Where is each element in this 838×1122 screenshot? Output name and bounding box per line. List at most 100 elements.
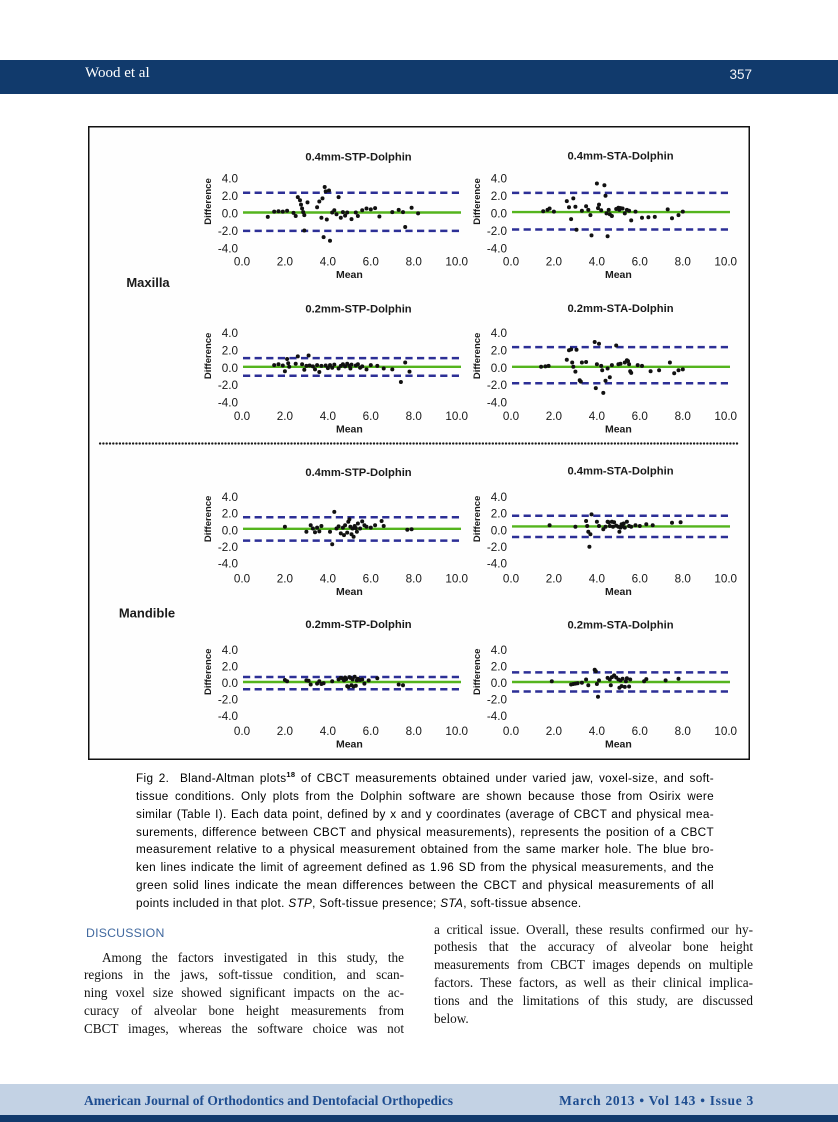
svg-text:-4.0: -4.0 xyxy=(218,558,239,571)
svg-text:-4.0: -4.0 xyxy=(487,243,508,256)
svg-text:Mean: Mean xyxy=(336,739,363,751)
svg-text:-2.0: -2.0 xyxy=(218,541,239,554)
svg-text:0.0: 0.0 xyxy=(234,725,251,738)
svg-text:Maxilla: Maxilla xyxy=(126,275,170,290)
svg-text:8.0: 8.0 xyxy=(675,725,692,738)
svg-text:-4.0: -4.0 xyxy=(487,397,508,410)
svg-text:4.0: 4.0 xyxy=(222,491,239,504)
svg-text:Difference: Difference xyxy=(203,333,214,379)
svg-text:10.0: 10.0 xyxy=(714,725,737,738)
svg-text:2.0: 2.0 xyxy=(546,410,563,423)
svg-text:0.0: 0.0 xyxy=(234,256,251,269)
svg-text:4.0: 4.0 xyxy=(491,327,508,340)
svg-text:Mean: Mean xyxy=(336,586,363,598)
svg-text:2.0: 2.0 xyxy=(277,573,294,586)
svg-text:0.0: 0.0 xyxy=(222,362,239,375)
svg-text:2.0: 2.0 xyxy=(222,344,239,357)
svg-text:0.2mm-STA-Dolphin: 0.2mm-STA-Dolphin xyxy=(567,620,673,632)
svg-text:-2.0: -2.0 xyxy=(487,225,508,238)
svg-text:6.0: 6.0 xyxy=(632,410,649,423)
svg-text:2.0: 2.0 xyxy=(546,256,563,269)
svg-text:8.0: 8.0 xyxy=(406,410,423,423)
svg-text:0.0: 0.0 xyxy=(491,208,508,221)
svg-text:Difference: Difference xyxy=(472,333,483,379)
svg-text:10.0: 10.0 xyxy=(445,256,468,269)
svg-text:0.0: 0.0 xyxy=(503,410,520,423)
svg-text:4.0: 4.0 xyxy=(491,644,508,657)
svg-text:0.4mm-STA-Dolphin: 0.4mm-STA-Dolphin xyxy=(567,151,673,163)
svg-text:4.0: 4.0 xyxy=(589,573,606,586)
svg-text:0.4mm-STP-Dolphin: 0.4mm-STP-Dolphin xyxy=(305,152,411,164)
svg-text:0.0: 0.0 xyxy=(503,256,520,269)
svg-text:Difference: Difference xyxy=(203,649,214,695)
svg-text:0.0: 0.0 xyxy=(234,410,251,423)
svg-text:10.0: 10.0 xyxy=(714,256,737,269)
svg-text:2.0: 2.0 xyxy=(277,725,294,738)
svg-text:4.0: 4.0 xyxy=(320,573,337,586)
svg-text:Difference: Difference xyxy=(203,496,214,542)
svg-text:8.0: 8.0 xyxy=(406,256,423,269)
svg-text:Mean: Mean xyxy=(605,269,632,281)
svg-text:8.0: 8.0 xyxy=(406,573,423,586)
svg-text:4.0: 4.0 xyxy=(589,725,606,738)
svg-text:6.0: 6.0 xyxy=(363,573,380,586)
svg-text:10.0: 10.0 xyxy=(445,573,468,586)
svg-text:0.0: 0.0 xyxy=(222,208,239,221)
svg-text:8.0: 8.0 xyxy=(675,256,692,269)
svg-text:0.4mm-STA-Dolphin: 0.4mm-STA-Dolphin xyxy=(567,466,673,478)
svg-text:0.4mm-STP-Dolphin: 0.4mm-STP-Dolphin xyxy=(305,467,411,479)
svg-text:0.2mm-STA-Dolphin: 0.2mm-STA-Dolphin xyxy=(567,303,673,315)
svg-text:-2.0: -2.0 xyxy=(487,693,508,706)
svg-text:8.0: 8.0 xyxy=(406,725,423,738)
svg-text:2.0: 2.0 xyxy=(222,661,239,674)
svg-text:-2.0: -2.0 xyxy=(218,693,239,706)
svg-text:-2.0: -2.0 xyxy=(487,379,508,392)
svg-text:Difference: Difference xyxy=(472,178,483,224)
svg-text:2.0: 2.0 xyxy=(491,661,508,674)
svg-text:8.0: 8.0 xyxy=(675,410,692,423)
svg-text:6.0: 6.0 xyxy=(632,573,649,586)
svg-text:0.0: 0.0 xyxy=(491,677,508,690)
svg-text:4.0: 4.0 xyxy=(320,256,337,269)
svg-text:-4.0: -4.0 xyxy=(487,710,508,723)
svg-text:0.2mm-STP-Dolphin: 0.2mm-STP-Dolphin xyxy=(305,619,411,631)
svg-text:Difference: Difference xyxy=(472,496,483,542)
svg-text:10.0: 10.0 xyxy=(714,573,737,586)
svg-text:-4.0: -4.0 xyxy=(218,710,239,723)
svg-text:Mean: Mean xyxy=(605,586,632,598)
svg-text:4.0: 4.0 xyxy=(491,491,508,504)
svg-text:4.0: 4.0 xyxy=(222,172,239,185)
svg-text:Mean: Mean xyxy=(336,269,363,281)
svg-text:2.0: 2.0 xyxy=(546,725,563,738)
svg-text:0.0: 0.0 xyxy=(491,524,508,537)
svg-text:-2.0: -2.0 xyxy=(487,541,508,554)
svg-text:0.2mm-STP-Dolphin: 0.2mm-STP-Dolphin xyxy=(305,303,411,315)
svg-text:Difference: Difference xyxy=(203,178,214,224)
svg-text:-4.0: -4.0 xyxy=(487,558,508,571)
svg-text:2.0: 2.0 xyxy=(277,410,294,423)
svg-text:0.0: 0.0 xyxy=(234,573,251,586)
svg-text:4.0: 4.0 xyxy=(222,644,239,657)
svg-text:2.0: 2.0 xyxy=(491,344,508,357)
svg-text:0.0: 0.0 xyxy=(222,677,239,690)
svg-text:6.0: 6.0 xyxy=(632,256,649,269)
svg-text:Difference: Difference xyxy=(472,649,483,695)
svg-text:4.0: 4.0 xyxy=(320,410,337,423)
svg-text:2.0: 2.0 xyxy=(222,508,239,521)
svg-text:4.0: 4.0 xyxy=(491,172,508,185)
svg-text:0.0: 0.0 xyxy=(491,362,508,375)
svg-text:Mean: Mean xyxy=(336,424,363,436)
svg-text:6.0: 6.0 xyxy=(363,256,380,269)
svg-text:8.0: 8.0 xyxy=(675,573,692,586)
svg-text:6.0: 6.0 xyxy=(363,410,380,423)
svg-text:2.0: 2.0 xyxy=(491,190,508,203)
svg-text:Mean: Mean xyxy=(605,424,632,436)
svg-text:-2.0: -2.0 xyxy=(218,225,239,238)
svg-text:Mean: Mean xyxy=(605,739,632,751)
svg-text:10.0: 10.0 xyxy=(445,410,468,423)
svg-text:2.0: 2.0 xyxy=(277,256,294,269)
svg-text:6.0: 6.0 xyxy=(632,725,649,738)
svg-text:2.0: 2.0 xyxy=(222,190,239,203)
svg-text:10.0: 10.0 xyxy=(445,725,468,738)
svg-text:-4.0: -4.0 xyxy=(218,243,239,256)
